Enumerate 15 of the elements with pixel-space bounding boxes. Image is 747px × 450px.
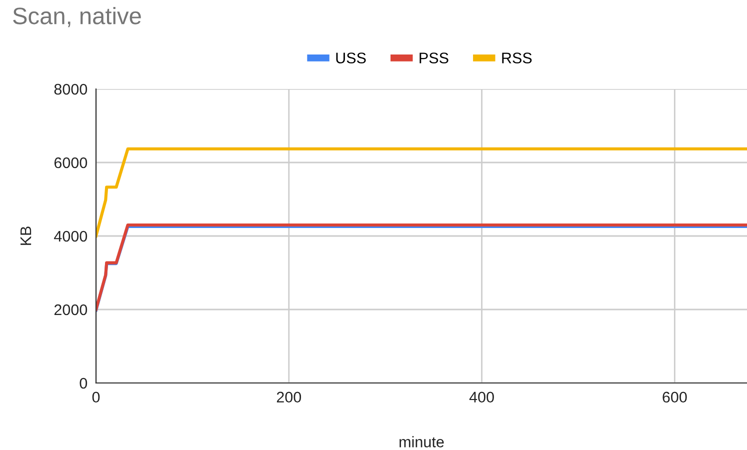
y-axis-title: KB xyxy=(20,226,32,245)
legend-label: USS xyxy=(336,52,366,64)
y-tick-label: 0 xyxy=(80,378,88,389)
x-tick-label: 400 xyxy=(469,392,494,403)
chart-title: Scan, native xyxy=(13,6,141,28)
x-axis-title: minute xyxy=(400,436,444,448)
x-tick-label: 600 xyxy=(662,392,687,403)
y-tick-label: 8000 xyxy=(54,84,88,95)
legend-label: PSS xyxy=(420,52,448,64)
y-tick-label: 2000 xyxy=(54,304,88,316)
x-tick-label: 0 xyxy=(92,392,100,403)
y-tick-label: 4000 xyxy=(54,230,88,242)
x-tick-label: 200 xyxy=(276,392,302,403)
legend-label: RSS xyxy=(502,52,532,64)
y-tick-label: 6000 xyxy=(54,157,88,168)
